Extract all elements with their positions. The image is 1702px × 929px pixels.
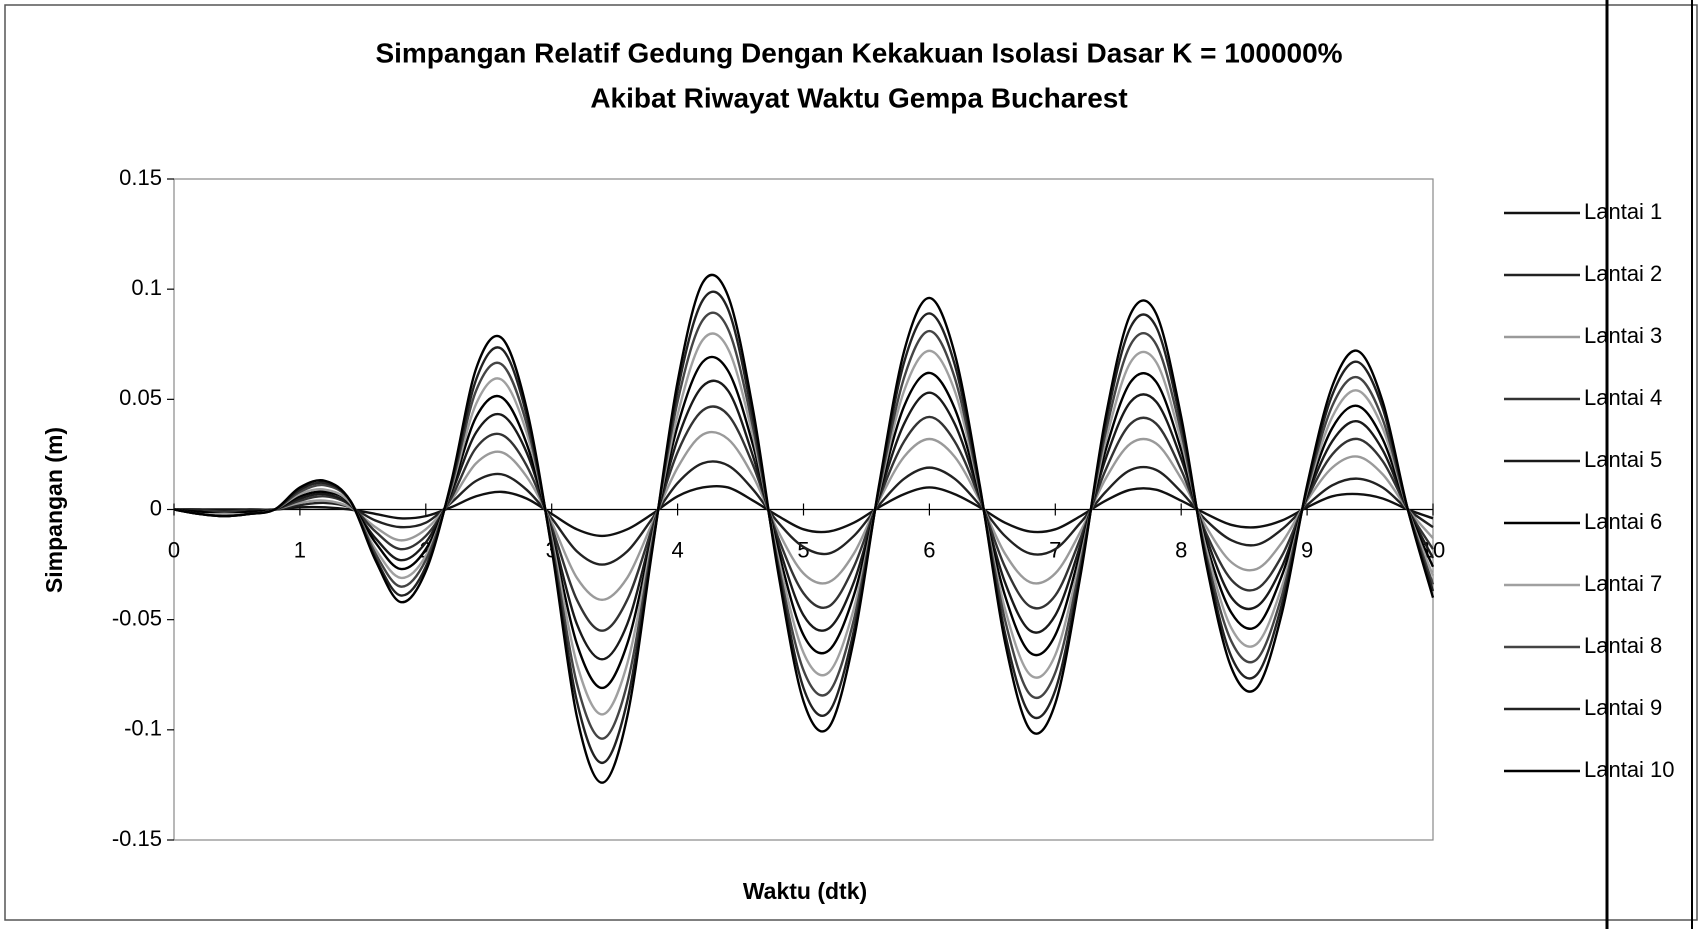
- legend-label: Lantai 1: [1584, 199, 1662, 224]
- y-tick-label: -0.15: [112, 826, 162, 851]
- series-line: [174, 484, 1434, 538]
- x-tick-label: 4: [671, 537, 683, 562]
- series-line: [173, 290, 1435, 765]
- x-axis-label: Waktu (dtk): [743, 878, 867, 904]
- y-tick-label: 0.05: [119, 385, 162, 410]
- y-tick-label: 0.1: [131, 275, 162, 300]
- legend-label: Lantai 6: [1584, 509, 1662, 534]
- legend-label: Lantai 10: [1584, 757, 1675, 782]
- chart-subtitle: Akibat Riwayat Waktu Gempa Bucharest: [590, 82, 1127, 113]
- series-line: [173, 405, 1435, 632]
- series-line: [173, 332, 1435, 716]
- y-tick-label: -0.05: [112, 605, 162, 630]
- x-tick-label: 8: [1175, 537, 1187, 562]
- legend-label: Lantai 3: [1584, 323, 1662, 348]
- series-line: [173, 430, 1434, 602]
- series-line: [173, 311, 1435, 740]
- legend-label: Lantai 4: [1584, 385, 1662, 410]
- legend-label: Lantai 7: [1584, 571, 1662, 596]
- y-tick-label: 0.15: [119, 165, 162, 190]
- series-line: [173, 355, 1435, 690]
- legend-label: Lantai 9: [1584, 695, 1662, 720]
- series-line: [173, 460, 1434, 566]
- y-tick-label: -0.1: [124, 716, 162, 741]
- y-axis-label: Simpangan (m): [41, 427, 67, 593]
- x-tick-label: 9: [1301, 537, 1313, 562]
- chart-title: Simpangan Relatif Gedung Dengan Kekakuan…: [375, 37, 1342, 68]
- series-line: [173, 273, 1435, 784]
- legend-label: Lantai 8: [1584, 633, 1662, 658]
- y-tick-label: 0: [150, 495, 162, 520]
- legend-label: Lantai 2: [1584, 261, 1662, 286]
- series-line: [173, 379, 1435, 661]
- x-tick-label: 0: [168, 537, 180, 562]
- x-tick-label: 6: [923, 537, 935, 562]
- legend-label: Lantai 5: [1584, 447, 1662, 472]
- x-tick-label: 1: [294, 537, 306, 562]
